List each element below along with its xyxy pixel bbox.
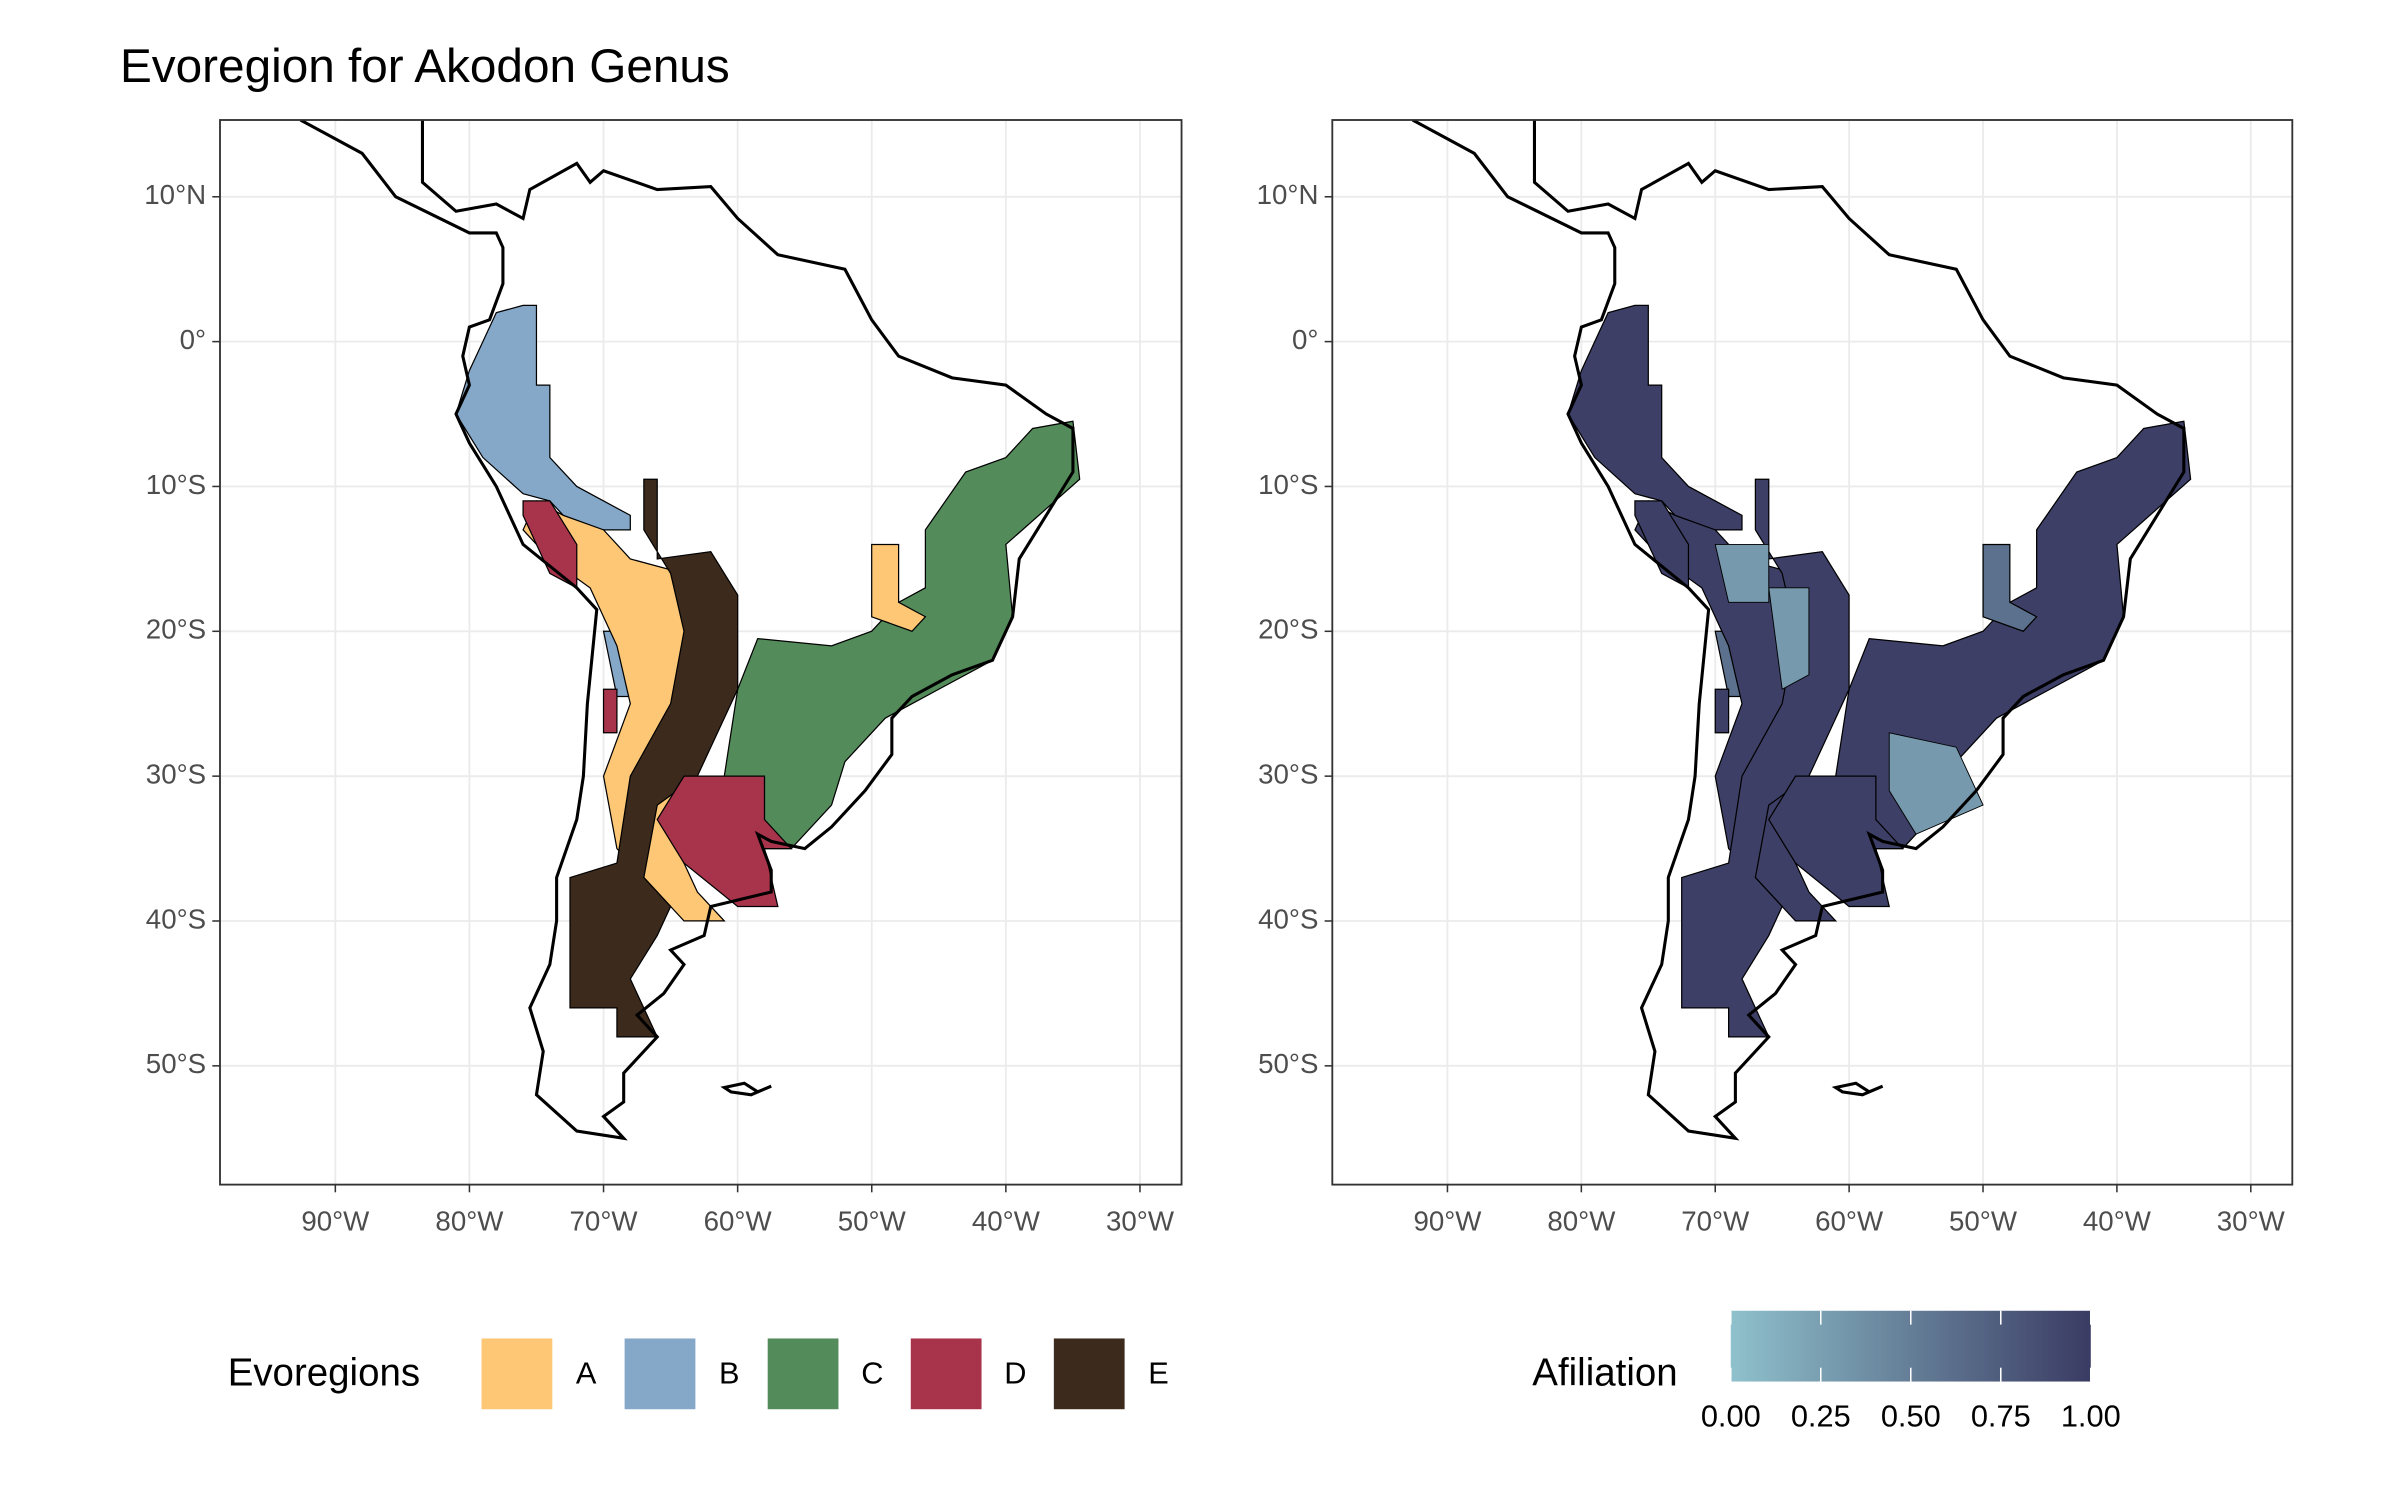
- x-tick-label: 30°W: [2217, 1205, 2286, 1236]
- legend-label: A: [576, 1356, 597, 1391]
- chart-title: Evoregion for Akodon Genus: [120, 40, 730, 93]
- map-layer: [1411, 120, 2192, 1141]
- y-tick-label: 0°: [1292, 324, 1318, 355]
- x-tick-label: 60°W: [1815, 1205, 1884, 1236]
- legend-key: [481, 1338, 553, 1410]
- colorbar-tick-label: 0.75: [1971, 1399, 2031, 1434]
- region: [1714, 688, 1730, 734]
- y-tick-label: 30°S: [1258, 758, 1318, 789]
- x-tick-label: 80°W: [1547, 1205, 1616, 1236]
- x-tick-label: 30°W: [1106, 1205, 1175, 1236]
- x-tick-label: 70°W: [570, 1205, 639, 1236]
- legend-label: E: [1148, 1356, 1169, 1391]
- legend-title: Afiliation: [1532, 1352, 1677, 1395]
- x-tick-label: 40°W: [972, 1205, 1041, 1236]
- colorbar-tick-label: 0.25: [1791, 1399, 1851, 1434]
- y-tick-label: 50°S: [146, 1048, 206, 1079]
- region: [1768, 587, 1810, 690]
- coastline: [1411, 120, 2186, 1141]
- y-tick-label: 40°S: [146, 903, 206, 934]
- region: [602, 688, 618, 734]
- x-tick-label: 50°W: [838, 1205, 907, 1236]
- coastline: [299, 120, 1075, 1141]
- y-tick-label: 0°: [180, 324, 206, 355]
- y-tick-label: 50°S: [1258, 1048, 1318, 1079]
- region: [522, 500, 726, 922]
- x-tick-label: 60°W: [704, 1205, 773, 1236]
- legend-title: Evoregions: [228, 1352, 420, 1395]
- x-tick-label: 90°W: [301, 1205, 370, 1236]
- x-tick-label: 40°W: [2083, 1205, 2152, 1236]
- y-tick-label: 20°S: [1258, 614, 1318, 645]
- y-tick-label: 30°S: [146, 758, 206, 789]
- y-tick-label: 10°N: [144, 179, 206, 210]
- legend-key: [910, 1338, 982, 1410]
- x-tick-label: 90°W: [1413, 1205, 1482, 1236]
- colorbar-tick-label: 1.00: [2061, 1399, 2121, 1434]
- y-tick-label: 10°S: [1258, 469, 1318, 500]
- legend-label: B: [719, 1356, 740, 1391]
- region: [569, 478, 739, 1038]
- region: [871, 543, 927, 632]
- legend-key: [1053, 1338, 1125, 1410]
- colorbar-tick-label: 0.00: [1701, 1399, 1761, 1434]
- region: [723, 420, 1081, 850]
- legend-key: [767, 1338, 839, 1410]
- panel-border: [219, 119, 1183, 1186]
- panel-border: [1331, 119, 2294, 1186]
- region: [1714, 543, 1770, 603]
- y-tick-label: 10°S: [146, 469, 206, 500]
- legend-key: [624, 1338, 696, 1410]
- y-tick-label: 20°S: [146, 614, 206, 645]
- legend-label: D: [1004, 1356, 1026, 1391]
- x-tick-label: 80°W: [435, 1205, 504, 1236]
- coastline: [720, 1081, 772, 1097]
- y-tick-label: 40°S: [1258, 903, 1318, 934]
- coastline: [1831, 1081, 1884, 1097]
- y-tick-label: 10°N: [1257, 179, 1319, 210]
- legend-label: C: [861, 1356, 883, 1391]
- x-tick-label: 50°W: [1949, 1205, 2018, 1236]
- map-layer: [299, 120, 1081, 1141]
- region: [1982, 543, 2038, 632]
- colorbar-tick-label: 0.50: [1881, 1399, 1941, 1434]
- x-tick-label: 70°W: [1681, 1205, 1750, 1236]
